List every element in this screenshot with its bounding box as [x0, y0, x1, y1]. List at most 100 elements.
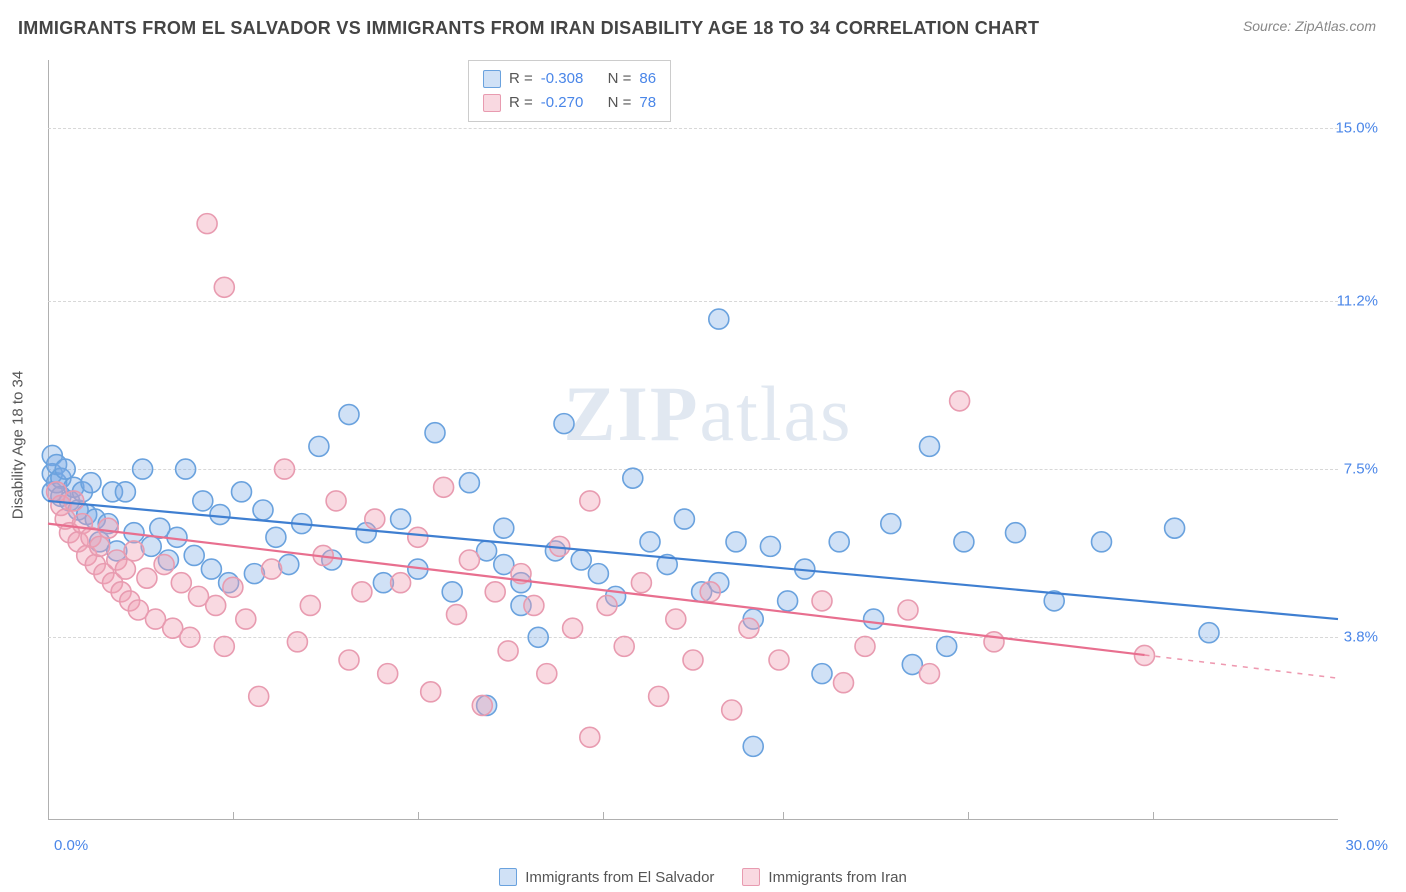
- scatter-point-series-1: [494, 518, 514, 538]
- scatter-point-series-2: [249, 686, 269, 706]
- scatter-point-series-2: [434, 477, 454, 497]
- scatter-point-series-2: [722, 700, 742, 720]
- scatter-point-series-1: [115, 482, 135, 502]
- scatter-point-series-2: [223, 577, 243, 597]
- scatter-point-series-2: [950, 391, 970, 411]
- source-credit: Source: ZipAtlas.com: [1243, 18, 1376, 34]
- scatter-point-series-2: [898, 600, 918, 620]
- scatter-point-series-2: [214, 277, 234, 297]
- scatter-point-series-2: [984, 632, 1004, 652]
- x-tick-mark: [233, 812, 234, 820]
- scatter-point-series-2: [64, 491, 84, 511]
- scatter-point-series-2: [812, 591, 832, 611]
- scatter-point-series-2: [580, 727, 600, 747]
- scatter-point-series-2: [683, 650, 703, 670]
- scatter-point-series-1: [1165, 518, 1185, 538]
- scatter-point-series-1: [133, 459, 153, 479]
- scatter-point-series-2: [137, 568, 157, 588]
- scatter-point-series-2: [98, 518, 118, 538]
- scatter-point-series-1: [937, 636, 957, 656]
- stats-row-series-2: R = -0.270 N = 78: [483, 91, 656, 115]
- scatter-point-series-1: [425, 423, 445, 443]
- stats-legend-box: R = -0.308 N = 86 R = -0.270 N = 78: [468, 60, 671, 122]
- scatter-point-series-2: [339, 650, 359, 670]
- y-tick-label: 11.2%: [1318, 292, 1378, 309]
- scatter-point-series-1: [709, 309, 729, 329]
- scatter-point-series-2: [262, 559, 282, 579]
- scatter-point-series-1: [184, 545, 204, 565]
- scatter-point-series-1: [623, 468, 643, 488]
- scatter-point-series-1: [760, 536, 780, 556]
- scatter-point-series-2: [154, 555, 174, 575]
- scatter-point-series-2: [834, 673, 854, 693]
- scatter-point-series-2: [287, 632, 307, 652]
- scatter-point-series-1: [266, 527, 286, 547]
- y-axis-label: Disability Age 18 to 34: [10, 371, 27, 519]
- scatter-point-series-1: [55, 459, 75, 479]
- scatter-point-series-2: [537, 664, 557, 684]
- scatter-point-series-2: [447, 605, 467, 625]
- y-tick-label: 3.8%: [1318, 629, 1378, 646]
- scatter-point-series-1: [778, 591, 798, 611]
- scatter-point-series-1: [726, 532, 746, 552]
- scatter-point-series-1: [210, 505, 230, 525]
- scatter-point-series-2: [378, 664, 398, 684]
- scatter-point-series-2: [580, 491, 600, 511]
- scatter-point-series-2: [614, 636, 634, 656]
- y-tick-label: 7.5%: [1318, 461, 1378, 478]
- scatter-point-series-1: [674, 509, 694, 529]
- scatter-point-series-2: [472, 695, 492, 715]
- scatter-point-series-2: [180, 627, 200, 647]
- scatter-point-series-2: [563, 618, 583, 638]
- scatter-point-series-2: [214, 636, 234, 656]
- scatter-point-series-2: [855, 636, 875, 656]
- x-axis-min-label: 0.0%: [54, 837, 88, 854]
- x-axis-max-label: 30.0%: [1345, 837, 1388, 854]
- scatter-point-series-2: [459, 550, 479, 570]
- scatter-point-series-2: [649, 686, 669, 706]
- scatter-point-series-2: [171, 573, 191, 593]
- scatter-point-series-1: [864, 609, 884, 629]
- legend-swatch-1: [483, 70, 501, 88]
- legend-swatch-icon-2: [742, 868, 760, 886]
- scatter-point-series-1: [253, 500, 273, 520]
- x-tick-mark: [603, 812, 604, 820]
- scatter-point-series-2: [524, 595, 544, 615]
- bottom-legend: Immigrants from El Salvador Immigrants f…: [0, 868, 1406, 886]
- chart-area: Disability Age 18 to 34 ZIPatlas R = -0.…: [48, 60, 1368, 830]
- scatter-point-series-2: [236, 609, 256, 629]
- legend-item-1: Immigrants from El Salvador: [499, 868, 714, 886]
- scatter-point-series-1: [1006, 523, 1026, 543]
- scatter-point-series-1: [339, 405, 359, 425]
- x-tick-mark: [418, 812, 419, 820]
- scatter-point-series-1: [528, 627, 548, 647]
- scatter-point-series-2: [391, 573, 411, 593]
- scatter-point-series-2: [666, 609, 686, 629]
- scatter-point-series-2: [300, 595, 320, 615]
- scatter-point-series-1: [193, 491, 213, 511]
- scatter-point-series-1: [176, 459, 196, 479]
- x-tick-mark: [783, 812, 784, 820]
- legend-label-1: Immigrants from El Salvador: [525, 869, 714, 886]
- scatter-point-series-1: [1092, 532, 1112, 552]
- scatter-point-series-2: [739, 618, 759, 638]
- trend-line-series-2: [48, 524, 1145, 655]
- scatter-point-series-1: [743, 736, 763, 756]
- scatter-point-series-2: [421, 682, 441, 702]
- plot-svg: [48, 60, 1338, 820]
- scatter-point-series-2: [115, 559, 135, 579]
- scatter-point-series-1: [881, 514, 901, 534]
- scatter-point-series-2: [90, 536, 110, 556]
- scatter-point-series-1: [309, 436, 329, 456]
- scatter-point-series-1: [554, 414, 574, 434]
- scatter-point-series-2: [498, 641, 518, 661]
- scatter-point-series-2: [408, 527, 428, 547]
- legend-swatch-2: [483, 94, 501, 112]
- scatter-point-series-2: [769, 650, 789, 670]
- scatter-point-series-2: [365, 509, 385, 529]
- scatter-point-series-2: [352, 582, 372, 602]
- scatter-point-series-1: [391, 509, 411, 529]
- x-tick-mark: [968, 812, 969, 820]
- scatter-point-series-2: [197, 214, 217, 234]
- scatter-point-series-2: [275, 459, 295, 479]
